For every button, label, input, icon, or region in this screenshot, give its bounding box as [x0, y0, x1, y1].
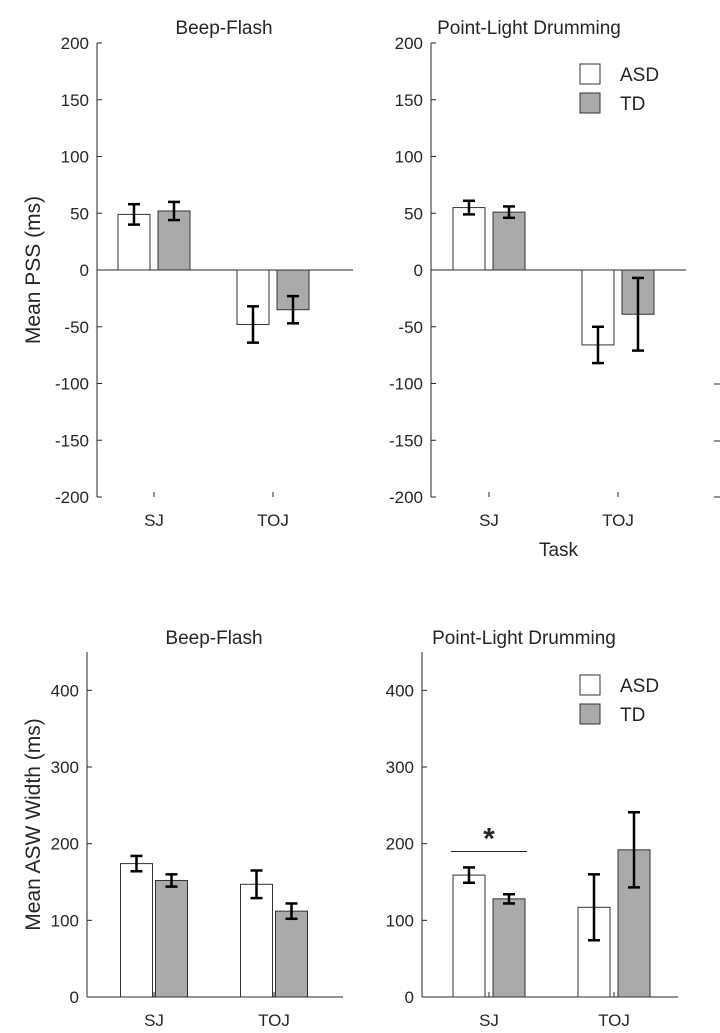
legend-label-asd: ASD [620, 65, 659, 86]
chart-panel-3: Beep-Flash 400 300 200 100 0 SJ TOJ Mean ASW Wid… [22, 628, 343, 1030]
y-tick-label: -150 [389, 431, 423, 450]
chart-panel-4: Point-Light Drumming 400 300 200 100 0 SJ TOJ AS… [386, 628, 678, 1030]
y-tick-label: 50 [404, 204, 423, 223]
significance-star: * [483, 823, 495, 856]
legend-swatch-asd [579, 63, 601, 85]
x-tick-label: SJ [144, 1011, 164, 1030]
y-tick-label: 400 [386, 681, 414, 700]
y-tick-label: 150 [61, 91, 89, 110]
y-tick-label: 100 [51, 911, 79, 930]
bar-asd-toj [240, 883, 273, 998]
x-tick-label: TOJ [257, 511, 289, 530]
y-tick-label: 400 [51, 681, 79, 700]
legend-label-asd: ASD [620, 676, 659, 697]
chart-title: Beep-Flash [165, 628, 262, 649]
y-tick-label: -100 [55, 375, 89, 394]
y-tick-label: 150 [395, 91, 423, 110]
bar-asd-sj [117, 213, 151, 271]
y-tick-label: -200 [389, 488, 423, 507]
x-tick-label: TOJ [258, 1011, 290, 1030]
x-tick-label: TOJ [598, 1011, 630, 1030]
y-tick-label: -200 [55, 488, 89, 507]
legend-label-td: TD [620, 705, 645, 726]
y-axis-label: Mean ASW Width (ms) [22, 718, 45, 930]
y-tick-label: 50 [70, 204, 89, 223]
y-tick-label: 100 [395, 148, 423, 167]
bar-asd-sj [452, 874, 486, 998]
legend-swatch-asd [579, 674, 601, 696]
bar-asd-sj [452, 207, 486, 271]
x-tick-label: SJ [479, 1011, 499, 1030]
y-tick-label: 0 [70, 988, 79, 1007]
bar-td-sj [155, 879, 188, 998]
legend-swatch-td [579, 703, 601, 725]
y-tick-label: 200 [386, 835, 414, 854]
chart-title: Point-Light Drumming [437, 18, 621, 39]
y-tick-label: -100 [389, 375, 423, 394]
x-tick-label: SJ [479, 511, 499, 530]
y-axis-label: Mean PSS (ms) [22, 196, 45, 344]
bar-td-toj [275, 910, 308, 998]
y-tick-label: 200 [51, 835, 79, 854]
chart-title: Point-Light Drumming [432, 628, 616, 649]
x-axis-label: Task [539, 540, 579, 561]
y-tick-label: -50 [398, 318, 423, 337]
chart-panel-1: Beep-Flash 200 150 100 50 0 -50 -100 -150 -200 SJ T… [22, 18, 353, 530]
y-tick-label: 200 [61, 34, 89, 53]
x-tick-label: TOJ [602, 511, 634, 530]
y-tick-label: 300 [51, 758, 79, 777]
y-tick-label: 0 [80, 261, 89, 280]
y-tick-label: 300 [386, 758, 414, 777]
y-tick-label: 200 [395, 34, 423, 53]
y-tick-label: 0 [414, 261, 423, 280]
bar-asd-sj [120, 863, 153, 998]
bar-td-sj [492, 211, 526, 271]
chart-title: Beep-Flash [175, 18, 272, 39]
y-tick-label: -50 [64, 318, 89, 337]
y-tick-label: -150 [55, 431, 89, 450]
bar-td-sj [492, 898, 526, 998]
y-tick-label: 0 [405, 988, 414, 1007]
x-tick-label: SJ [144, 511, 164, 530]
y-tick-label: 100 [386, 911, 414, 930]
legend-swatch-td [579, 92, 601, 114]
legend-label-td: TD [620, 94, 645, 115]
chart-panel-2: Point-Light Drumming 200 150 100 50 0 -50 -100 -… [389, 18, 686, 561]
y-tick-label: 100 [61, 148, 89, 167]
